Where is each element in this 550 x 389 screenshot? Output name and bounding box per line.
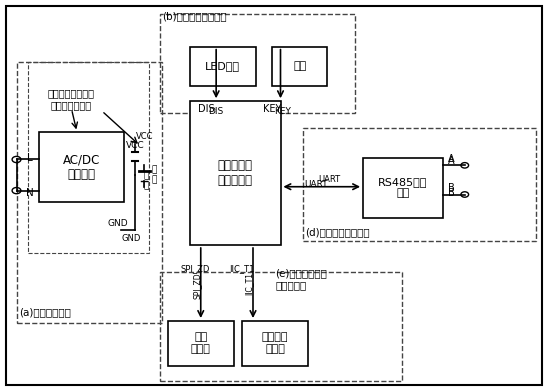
Text: IIC_T1: IIC_T1 bbox=[245, 272, 254, 295]
Text: RS485通讯
电路: RS485通讯 电路 bbox=[378, 177, 427, 198]
Bar bbox=[39, 132, 124, 202]
Text: VCC: VCC bbox=[136, 132, 154, 141]
Bar bbox=[160, 14, 355, 113]
Text: 外电源或电池供电
方案一般选一种: 外电源或电池供电 方案一般选一种 bbox=[48, 88, 95, 110]
Text: LED显示: LED显示 bbox=[205, 61, 240, 71]
Text: UART: UART bbox=[305, 180, 328, 189]
Bar bbox=[302, 128, 536, 241]
Text: DIS: DIS bbox=[198, 104, 214, 114]
Text: GND: GND bbox=[121, 234, 140, 243]
Text: (d)通讯数据传输部分: (d)通讯数据传输部分 bbox=[305, 227, 370, 237]
Bar bbox=[272, 47, 327, 86]
Text: DIS: DIS bbox=[208, 107, 223, 116]
Text: (e)电机振动与温
度测量回路: (e)电机振动与温 度测量回路 bbox=[275, 268, 327, 290]
Text: UART: UART bbox=[318, 175, 340, 184]
Bar bbox=[190, 101, 280, 245]
Text: IIC_T1: IIC_T1 bbox=[229, 264, 255, 273]
Text: KEY: KEY bbox=[263, 104, 282, 114]
Text: 按键: 按键 bbox=[293, 61, 306, 71]
Text: SPI_ZD: SPI_ZD bbox=[192, 272, 201, 299]
Text: 电
池: 电 池 bbox=[151, 165, 157, 185]
Bar bbox=[363, 158, 443, 218]
Text: A: A bbox=[448, 154, 455, 164]
Text: VCC: VCC bbox=[125, 141, 144, 151]
Text: AC/DC
开关电源: AC/DC 开关电源 bbox=[63, 153, 100, 181]
Text: (b)人机交互界面部分: (b)人机交互界面部分 bbox=[162, 11, 227, 21]
Text: (a)电源处理部分: (a)电源处理部分 bbox=[19, 307, 71, 317]
Bar bbox=[190, 47, 256, 86]
Text: B: B bbox=[448, 183, 455, 193]
Text: A: A bbox=[448, 156, 454, 166]
Bar bbox=[28, 62, 148, 253]
Text: L: L bbox=[28, 152, 33, 163]
Text: GND: GND bbox=[108, 219, 129, 228]
Bar bbox=[168, 321, 234, 366]
Text: 电
池: 电 池 bbox=[143, 171, 148, 191]
Text: N: N bbox=[26, 187, 34, 198]
Text: 微处理器及
其核心电路: 微处理器及 其核心电路 bbox=[218, 159, 252, 187]
Text: KEY: KEY bbox=[274, 107, 291, 116]
Text: 表体温度
传感器: 表体温度 传感器 bbox=[262, 333, 288, 354]
Bar bbox=[242, 321, 308, 366]
Text: 振动
传感器: 振动 传感器 bbox=[191, 333, 211, 354]
Text: B: B bbox=[448, 187, 454, 198]
Bar bbox=[16, 62, 162, 323]
Text: SPI_ZD: SPI_ZD bbox=[180, 264, 210, 273]
Bar bbox=[160, 272, 402, 381]
